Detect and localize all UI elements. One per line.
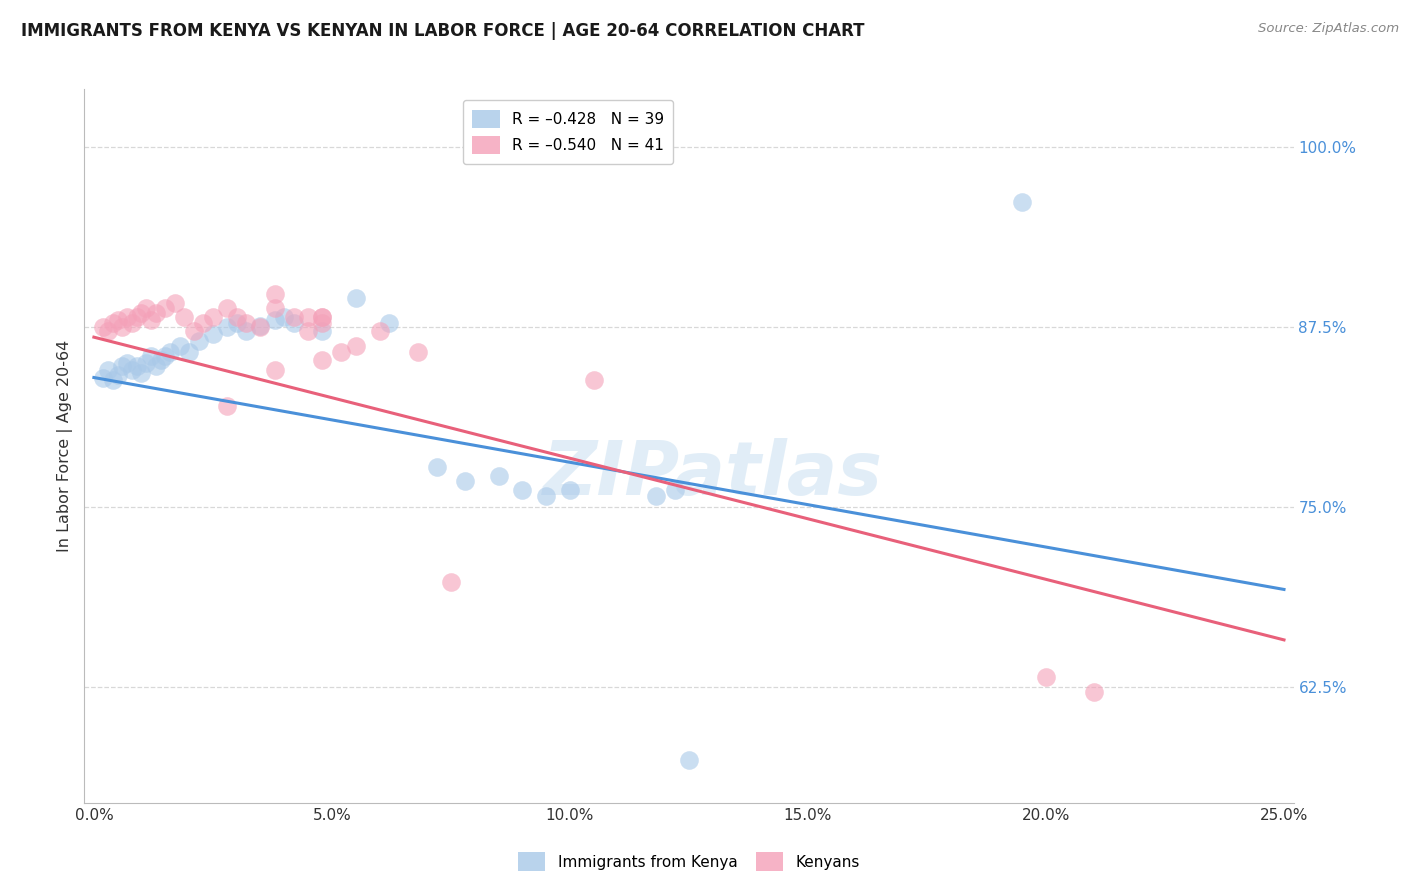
Point (97, 363, 120, 377)
Point (131, 366, 153, 380)
Point (426, 459, 449, 474)
Point (1083, 685, 1105, 699)
Point (217, 400, 239, 414)
Point (311, 325, 333, 339)
Point (187, 334, 209, 349)
Point (139, 313, 162, 327)
Point (121, 363, 143, 377)
Text: ZIPatlas: ZIPatlas (543, 438, 883, 511)
Point (217, 320, 239, 334)
Point (235, 316, 257, 330)
Point (201, 327, 224, 342)
Point (173, 310, 195, 324)
Point (263, 363, 285, 377)
Point (145, 359, 167, 373)
Point (101, 316, 124, 330)
Point (582, 373, 605, 387)
Point (225, 310, 247, 324)
Point (235, 325, 257, 339)
Point (273, 310, 295, 324)
Point (115, 310, 138, 324)
Point (678, 753, 700, 767)
Point (155, 349, 177, 363)
Point (111, 320, 134, 334)
Point (297, 325, 319, 339)
Point (311, 316, 333, 330)
Point (297, 310, 319, 324)
Point (155, 301, 177, 316)
Point (177, 344, 200, 359)
Point (217, 301, 239, 316)
Point (488, 468, 510, 483)
Point (283, 310, 305, 324)
Point (139, 349, 162, 363)
Point (344, 291, 367, 305)
Point (101, 373, 124, 387)
Point (1011, 194, 1033, 209)
Point (125, 359, 148, 373)
Point (263, 286, 285, 301)
Point (283, 316, 305, 330)
Point (145, 306, 167, 320)
Point (263, 301, 285, 316)
Point (135, 301, 157, 316)
Point (664, 483, 686, 497)
Point (440, 575, 463, 590)
Point (311, 310, 333, 324)
Point (225, 316, 247, 330)
Point (263, 313, 285, 327)
Point (107, 313, 129, 327)
Point (644, 489, 666, 503)
Point (378, 316, 401, 330)
Point (311, 353, 333, 368)
Point (454, 475, 477, 489)
Point (149, 353, 172, 368)
Legend: Immigrants from Kenya, Kenyans: Immigrants from Kenya, Kenyans (512, 847, 866, 877)
Point (169, 339, 191, 353)
Point (115, 356, 138, 370)
Point (159, 344, 181, 359)
Point (111, 359, 134, 373)
Point (534, 489, 557, 503)
Point (183, 325, 205, 339)
Point (249, 318, 271, 333)
Point (93, 370, 115, 384)
Point (330, 344, 353, 359)
Y-axis label: In Labor Force | Age 20-64: In Labor Force | Age 20-64 (58, 340, 73, 552)
Text: Source: ZipAtlas.com: Source: ZipAtlas.com (1258, 22, 1399, 36)
Point (97, 325, 120, 339)
Point (249, 320, 271, 334)
Point (1035, 670, 1057, 684)
Text: IMMIGRANTS FROM KENYA VS KENYAN IN LABOR FORCE | AGE 20-64 CORRELATION CHART: IMMIGRANTS FROM KENYA VS KENYAN IN LABOR… (21, 22, 865, 40)
Point (368, 325, 391, 339)
Point (510, 483, 533, 497)
Point (193, 316, 215, 330)
Point (121, 316, 143, 330)
Point (107, 368, 129, 382)
Point (93, 320, 115, 334)
Point (163, 295, 186, 310)
Point (558, 483, 581, 497)
Point (311, 310, 333, 324)
Point (131, 306, 153, 320)
Point (344, 339, 367, 353)
Point (406, 344, 429, 359)
Point (135, 356, 157, 370)
Point (125, 310, 148, 324)
Point (201, 310, 224, 324)
